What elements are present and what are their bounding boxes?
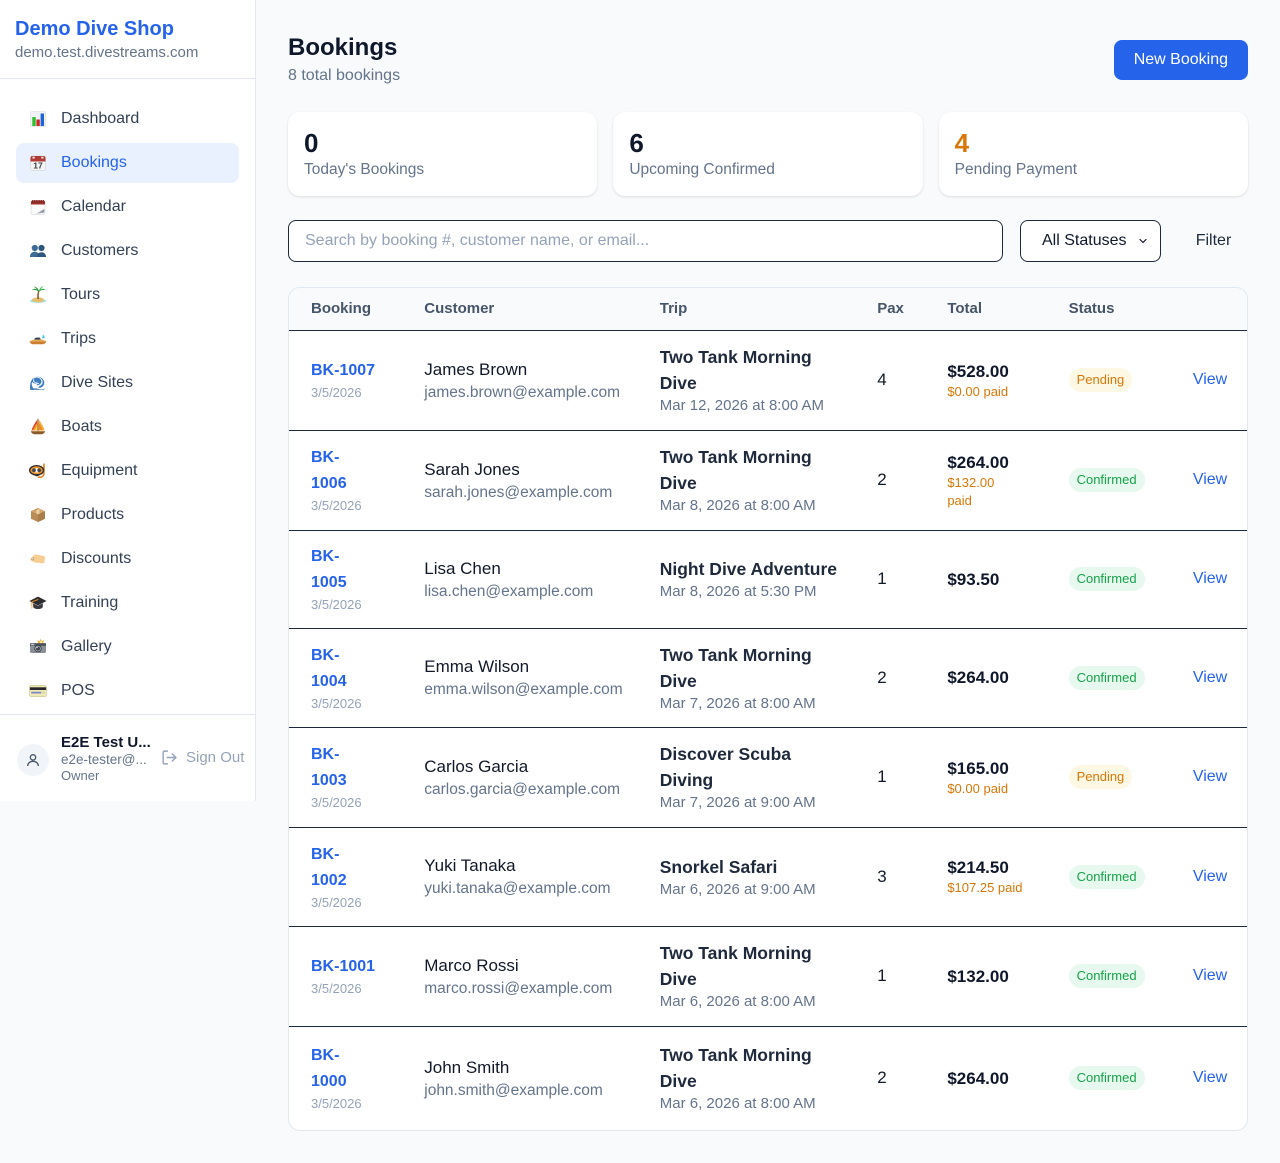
svg-text:17: 17	[33, 160, 43, 170]
